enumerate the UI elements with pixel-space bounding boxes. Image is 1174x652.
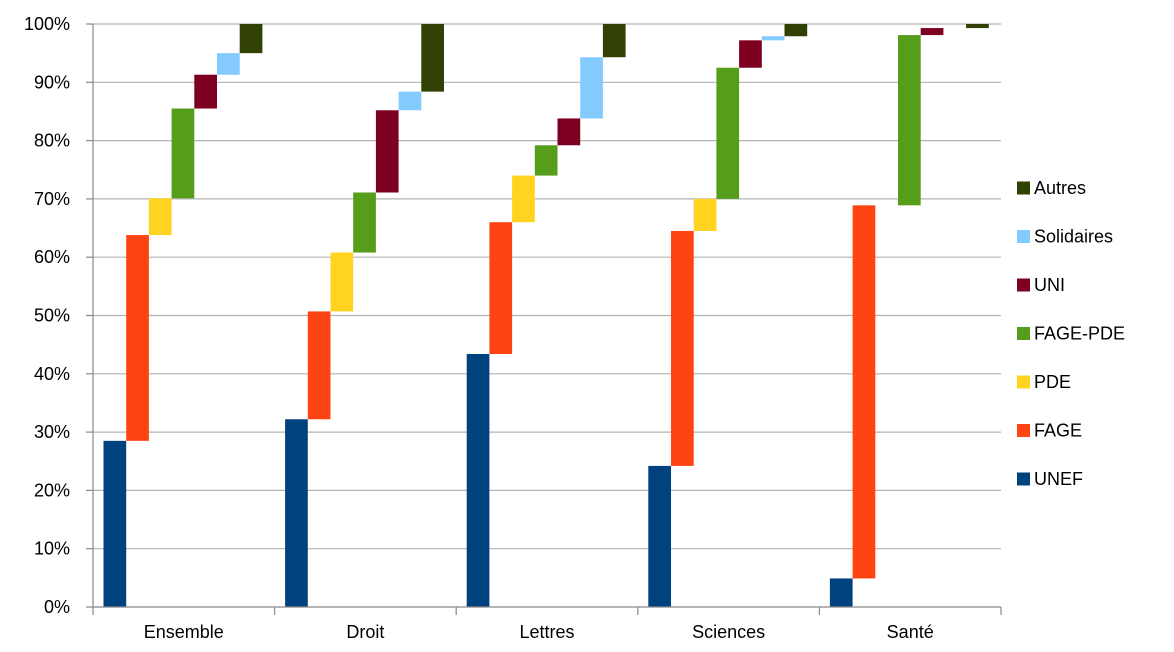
bar-unef-lettres [466, 353, 490, 607]
legend-swatch-unef [1017, 472, 1030, 486]
legend-swatch-fage-pde [1017, 327, 1030, 340]
legend-swatch-solidaires [1017, 230, 1030, 243]
x-tick-label: Sciences [692, 622, 765, 642]
y-tick-label: 10% [34, 539, 70, 559]
bar-unef-droit [285, 419, 308, 607]
bar-fage-ensemble [126, 235, 149, 441]
y-tick-label: 100% [24, 14, 70, 34]
gridlines [93, 23, 1001, 550]
bar-solidaires-droit [398, 91, 422, 111]
bar-fage-lettres [489, 222, 513, 354]
bar-fage-sciences [671, 230, 694, 466]
legend-swatch-pde [1017, 375, 1030, 389]
bar-solidaires-lettres [580, 57, 603, 119]
bar-uni-sciences [739, 40, 762, 68]
bar-unef-ensemble [103, 440, 127, 607]
bar-autres-santé [966, 24, 989, 29]
legend-label-autres: Autres [1034, 178, 1086, 198]
y-tick-label: 50% [34, 306, 70, 326]
bar-solidaires-ensemble [217, 53, 240, 75]
legend-swatch-uni [1017, 278, 1030, 292]
bar-autres-droit [421, 24, 444, 92]
bar-fage-pde-santé [898, 35, 921, 206]
bar-autres-sciences [784, 24, 808, 37]
legend-label-fage-pde: FAGE-PDE [1034, 324, 1125, 344]
bar-pde-ensemble [148, 198, 172, 236]
legend-label-fage: FAGE [1034, 421, 1082, 441]
axes: 0% 10% 20% 30% 40% 50% 60% 70% 80% 90% 100% Ensembl… [24, 14, 1002, 642]
bar-unef-sciences [648, 465, 671, 607]
y-tick-label: 20% [34, 480, 70, 500]
legend: Autres Solidaires UNI FAGE-PDE PDE FAGE UNEF [1017, 178, 1125, 489]
bar-autres-ensemble [239, 24, 263, 54]
bar-pde-lettres [512, 175, 535, 223]
bar-uni-santé [920, 28, 944, 36]
bar-fage-pde-droit [353, 192, 376, 253]
x-tick-label: Ensemble [144, 622, 224, 642]
y-tick-label: 90% [34, 72, 70, 92]
bar-uni-ensemble [194, 74, 217, 109]
bar-fage-droit [307, 311, 331, 420]
x-tick-label: Lettres [519, 622, 574, 642]
bar-fage-pde-lettres [534, 145, 558, 176]
y-tick-label: 0% [44, 597, 70, 617]
x-tick-label: Santé [887, 622, 934, 642]
bar-solidaires-sciences [761, 36, 785, 41]
bar-pde-droit [330, 252, 354, 312]
bar-unef-santé [829, 578, 853, 607]
y-tick-label: 30% [34, 422, 70, 442]
bar-fage-pde-sciences [716, 67, 740, 199]
bar-uni-lettres [557, 118, 581, 146]
legend-label-uni: UNI [1034, 275, 1065, 295]
legend-label-solidaires: Solidaires [1034, 227, 1113, 247]
legend-label-unef: UNEF [1034, 469, 1083, 489]
y-tick-label: 70% [34, 189, 70, 209]
bar-autres-lettres [602, 24, 626, 58]
x-tick-label: Droit [346, 622, 384, 642]
y-tick-label: 40% [34, 364, 70, 384]
y-tick-label: 60% [34, 247, 70, 267]
legend-label-pde: PDE [1034, 372, 1071, 392]
legend-swatch-autres [1017, 181, 1030, 195]
bar-uni-droit [375, 110, 399, 193]
bar-fage-pde-ensemble [171, 108, 195, 199]
bars [103, 24, 989, 607]
bar-pde-sciences [693, 198, 717, 231]
y-tick-label: 80% [34, 131, 70, 151]
bar-fage-santé [852, 205, 876, 579]
legend-swatch-fage [1017, 424, 1030, 437]
